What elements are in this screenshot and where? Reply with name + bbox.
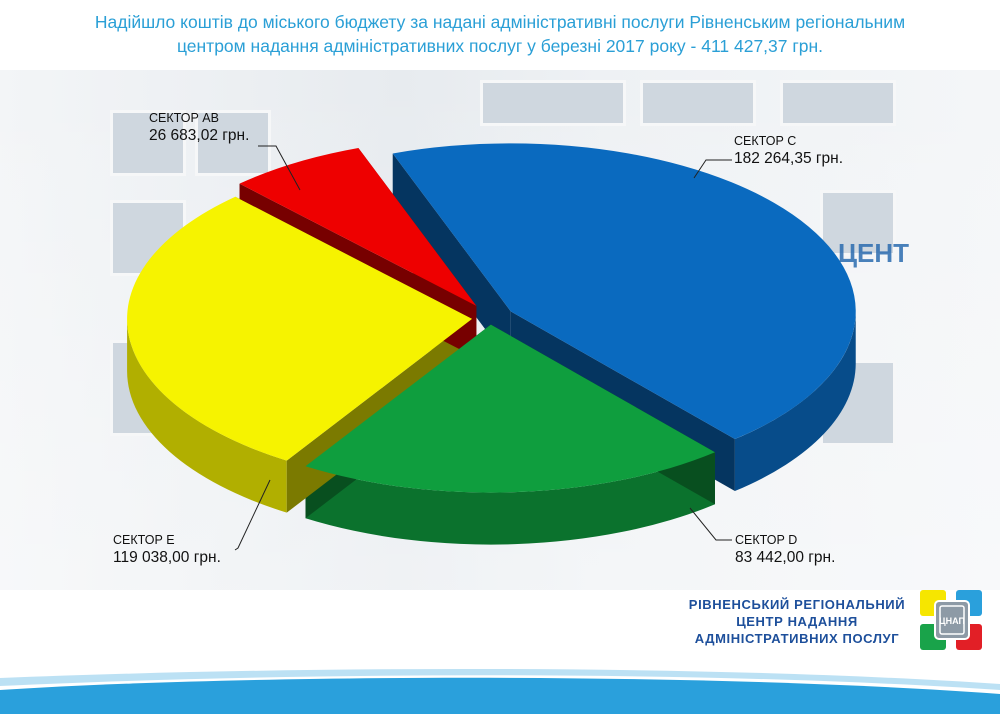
org-line-2: ЦЕНТР НАДАННЯ xyxy=(736,614,858,629)
pie-tops xyxy=(127,143,856,493)
label-sector-c-value: 182 264,35 грн. xyxy=(734,150,844,167)
label-sector-ab-value: 26 683,02 грн. xyxy=(149,127,250,144)
title-line-2: центром надання адміністративних послуг … xyxy=(176,36,824,56)
organization-name: РІВНЕНСЬКИЙ РЕГІОНАЛЬНИЙ ЦЕНТР НАДАННЯ А… xyxy=(672,596,922,647)
leader-sector-c xyxy=(693,159,732,179)
label-sector-c: СЕКТОР С 182 264,35 грн. xyxy=(734,133,843,169)
label-sector-e: СЕКТОР Е 119 038,00 грн. xyxy=(113,532,221,568)
leader-sector-d xyxy=(689,507,732,541)
background-sign-text: ЦЕНТ xyxy=(838,238,909,268)
slice-side-с xyxy=(734,311,856,492)
label-sector-ab: СЕКТОР АВ 26 683,02 грн. xyxy=(149,110,249,146)
label-sector-d: СЕКТОР D 83 442,00 грн. xyxy=(735,532,835,568)
slice-cut-с-0 xyxy=(392,153,511,364)
title-line-1: Надійшло коштів до міського бюджету за н… xyxy=(94,12,906,32)
label-sector-e-name: СЕКТОР Е xyxy=(113,533,175,547)
label-sector-d-name: СЕКТОР D xyxy=(735,533,798,547)
label-sector-ab-name: СЕКТОР АВ xyxy=(149,111,219,125)
label-sector-e-value: 119 038,00 грн. xyxy=(113,549,221,566)
label-sector-d-value: 83 442,00 грн. xyxy=(735,549,836,566)
slice-side-е xyxy=(127,318,287,513)
org-line-3: АДМІНІСТРАТИВНИХ ПОСЛУГ xyxy=(694,631,900,646)
org-line-1: РІВНЕНСЬКИЙ РЕГІОНАЛЬНИЙ xyxy=(688,597,906,612)
cnap-logo: ЦНАП xyxy=(920,590,982,650)
footer-wave xyxy=(0,668,1000,714)
slice-d xyxy=(305,324,715,493)
leader-sector-ab xyxy=(258,145,301,191)
slice-с xyxy=(392,143,856,440)
slice-е xyxy=(127,196,473,461)
slice-side-d xyxy=(305,452,715,545)
chart-title: Надійшло коштів до міського бюджету за н… xyxy=(40,10,960,58)
label-sector-c-name: СЕКТОР С xyxy=(734,134,797,148)
logo-text: ЦНАП xyxy=(939,616,965,626)
leader-sector-e xyxy=(234,479,271,551)
